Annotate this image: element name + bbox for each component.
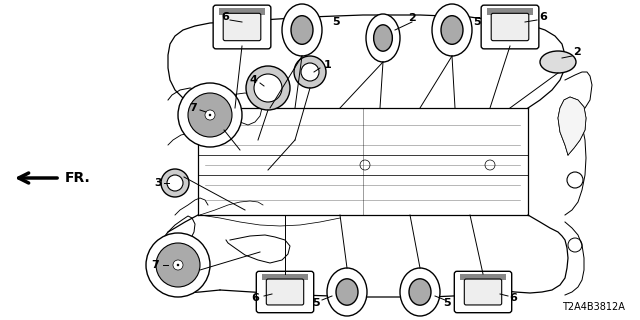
Text: 6: 6 (539, 12, 547, 22)
Text: 3: 3 (154, 178, 162, 188)
Ellipse shape (374, 25, 392, 51)
Circle shape (167, 175, 183, 191)
Bar (262, 274, 308, 280)
Circle shape (146, 233, 210, 297)
Text: 6: 6 (509, 293, 517, 303)
FancyBboxPatch shape (464, 279, 502, 305)
Ellipse shape (441, 16, 463, 44)
Circle shape (209, 114, 211, 116)
Ellipse shape (432, 4, 472, 56)
Circle shape (205, 110, 215, 120)
Text: T2A4B3812A: T2A4B3812A (562, 302, 625, 312)
Text: 5: 5 (473, 17, 481, 27)
FancyBboxPatch shape (481, 5, 539, 49)
Bar (486, 8, 533, 15)
FancyBboxPatch shape (223, 13, 261, 41)
Circle shape (161, 169, 189, 197)
FancyBboxPatch shape (213, 5, 271, 49)
Ellipse shape (282, 4, 322, 56)
Ellipse shape (291, 16, 313, 44)
Circle shape (301, 63, 319, 81)
Circle shape (156, 243, 200, 287)
Circle shape (178, 83, 242, 147)
Ellipse shape (540, 51, 576, 73)
FancyBboxPatch shape (454, 271, 512, 313)
Ellipse shape (336, 279, 358, 305)
Ellipse shape (400, 268, 440, 316)
Ellipse shape (366, 14, 400, 62)
Text: FR.: FR. (65, 171, 91, 185)
Circle shape (254, 74, 282, 102)
Text: 7: 7 (151, 260, 159, 270)
Text: 2: 2 (573, 47, 581, 57)
Text: 6: 6 (251, 293, 259, 303)
Text: 5: 5 (443, 298, 451, 308)
Bar (460, 274, 506, 280)
Text: 6: 6 (221, 12, 229, 22)
Text: 5: 5 (332, 17, 340, 27)
Text: 4: 4 (249, 75, 257, 85)
Circle shape (173, 260, 183, 270)
FancyBboxPatch shape (266, 279, 304, 305)
Ellipse shape (409, 279, 431, 305)
Circle shape (294, 56, 326, 88)
FancyBboxPatch shape (492, 13, 529, 41)
Text: 7: 7 (189, 103, 197, 113)
Ellipse shape (327, 268, 367, 316)
Text: 5: 5 (312, 298, 320, 308)
Polygon shape (558, 97, 586, 155)
Circle shape (188, 93, 232, 137)
Circle shape (246, 66, 290, 110)
Circle shape (177, 264, 179, 266)
Bar (219, 8, 266, 15)
Text: 2: 2 (408, 13, 416, 23)
Text: 1: 1 (324, 60, 332, 70)
FancyBboxPatch shape (256, 271, 314, 313)
